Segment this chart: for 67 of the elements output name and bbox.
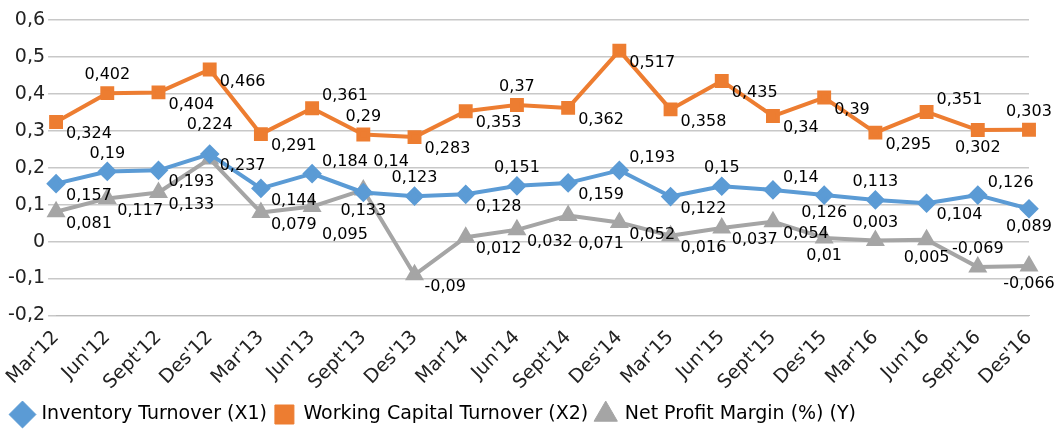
- legend-label: Inventory Turnover (X1): [41, 401, 267, 424]
- y-tick-label: 0,5: [14, 43, 46, 66]
- data-label: 0,34: [782, 117, 819, 137]
- data-label: 0,404: [168, 93, 215, 113]
- legend-label: Net Profit Margin (%) (Y): [624, 401, 857, 424]
- data-label: 0,302: [954, 137, 1001, 157]
- data-label: 0,29: [345, 105, 382, 125]
- data-label: 0,005: [903, 246, 950, 266]
- data-label: 0,012: [475, 238, 522, 258]
- data-label: 0,517: [629, 51, 676, 71]
- data-label: 0,003: [852, 211, 899, 231]
- data-label: 0,362: [578, 109, 624, 129]
- data-label: 0,224: [186, 114, 233, 134]
- legend-label: Working Capital Turnover (X2): [303, 401, 589, 424]
- data-label: 0,193: [629, 147, 676, 167]
- data-label: 0,159: [578, 184, 624, 204]
- data-label: 0,054: [782, 222, 829, 242]
- data-label: 0,032: [526, 230, 573, 250]
- data-label: 0,126: [801, 202, 848, 222]
- data-label: 0,353: [475, 112, 522, 132]
- y-tick-label: 0: [32, 228, 46, 251]
- data-label: -0,069: [952, 238, 1004, 258]
- data-label: 0,016: [680, 236, 727, 256]
- data-label: 0,037: [731, 229, 778, 249]
- data-label: 0,113: [852, 171, 899, 191]
- data-label: 0,361: [322, 85, 368, 105]
- data-label: 0,184: [322, 150, 368, 170]
- data-label: 0,157: [66, 184, 112, 204]
- data-label: 0,19: [89, 142, 126, 162]
- data-label: 0,071: [578, 232, 624, 252]
- data-label: 0,358: [680, 110, 727, 130]
- data-label: 0,402: [84, 64, 131, 84]
- y-tick-label: -0,2: [7, 302, 46, 325]
- data-label: 0,151: [494, 157, 540, 177]
- data-label: 0,351: [936, 89, 983, 109]
- data-label: 0,283: [424, 138, 471, 158]
- data-label: 0,295: [885, 133, 932, 153]
- y-tick-label: 0,2: [14, 154, 46, 177]
- data-label: 0,133: [340, 199, 387, 219]
- data-label: 0,128: [475, 195, 522, 215]
- data-label: 0,291: [270, 135, 317, 155]
- data-label: 0,144: [270, 189, 317, 209]
- y-tick-label: 0,3: [14, 117, 46, 140]
- y-tick-label: 0,6: [14, 6, 46, 29]
- data-label: 0,133: [168, 193, 215, 213]
- data-label: 0,089: [1006, 215, 1052, 235]
- data-label: 0,193: [168, 171, 215, 191]
- data-label: 0,14: [782, 167, 819, 187]
- y-tick-label: -0,1: [7, 265, 46, 288]
- data-label: 0,095: [322, 223, 368, 243]
- y-tick-label: 0,4: [14, 80, 46, 103]
- data-label: 0,303: [1006, 100, 1052, 120]
- data-label: 0,15: [703, 157, 740, 177]
- data-label: 0,052: [629, 223, 676, 243]
- data-label: 0,104: [936, 204, 983, 224]
- data-label: 0,079: [270, 213, 317, 233]
- data-label: -0,066: [1003, 273, 1055, 293]
- data-label: -0,09: [424, 276, 466, 296]
- y-tick-label: 0,1: [14, 191, 46, 214]
- data-label: 0,37: [499, 76, 535, 96]
- data-label: 0,081: [66, 212, 112, 232]
- data-label: 0,117: [117, 199, 164, 219]
- data-label: 0,01: [806, 245, 842, 265]
- data-label: 0,122: [680, 197, 727, 217]
- data-label: 0,466: [219, 70, 266, 90]
- data-label: 0,324: [66, 123, 112, 143]
- data-label: 0,126: [987, 172, 1034, 192]
